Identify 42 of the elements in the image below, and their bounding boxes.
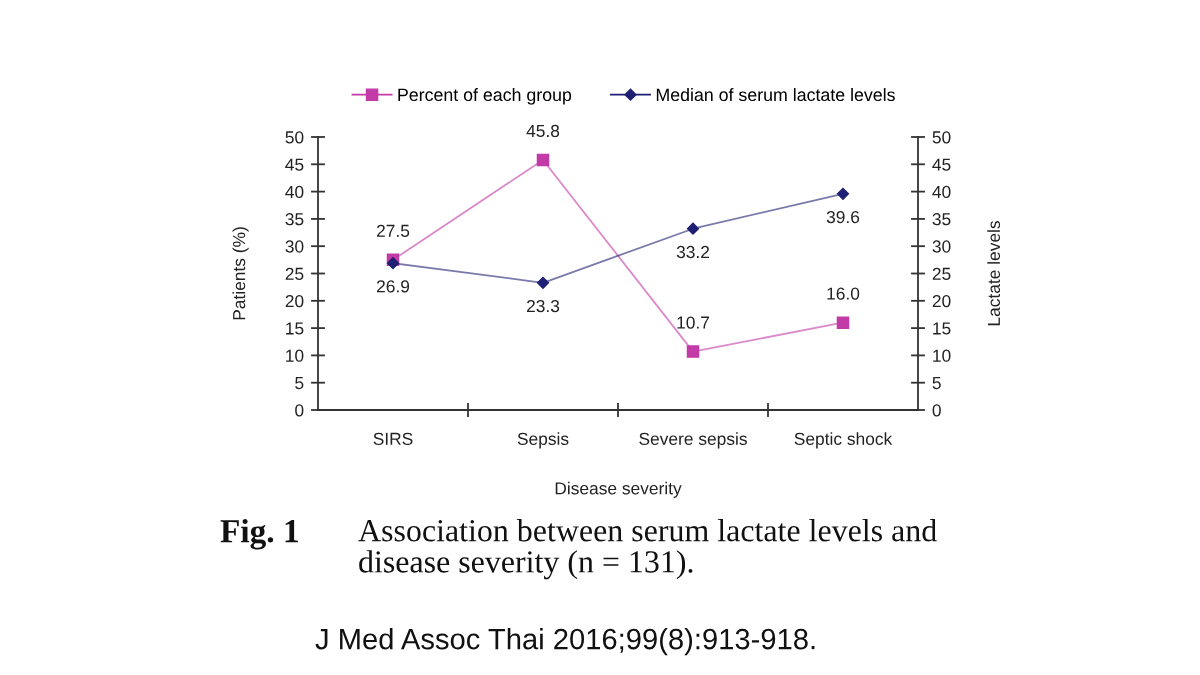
data-label: 26.9 xyxy=(376,280,410,293)
text: J Med Assoc Thai 2016;99(8):913-918. xyxy=(315,628,815,656)
y2-tick-label: 30 xyxy=(932,240,951,253)
y-tick-label: 15 xyxy=(286,322,304,335)
y-tick-label: 25 xyxy=(285,267,304,280)
y2-tick-label: 35 xyxy=(932,213,951,226)
data-label: 16.0 xyxy=(827,287,860,300)
y-tick-label: 0 xyxy=(295,404,304,417)
text: Association between serum lactate levels and disease severity (n = 131). xyxy=(358,519,937,580)
y-tick-label: 40 xyxy=(285,185,304,199)
y2-tick-label: 0 xyxy=(932,404,941,417)
y2-tick-label: 25 xyxy=(932,267,951,280)
y2-tick-label: 50 xyxy=(932,131,951,144)
legend-label: Percent of each group xyxy=(398,88,572,105)
y-tick-label: 35 xyxy=(285,213,304,226)
y2-axis-title: Lactate levels xyxy=(987,221,1001,326)
data-label: 39.6 xyxy=(826,210,860,224)
y-tick-label: 20 xyxy=(285,294,304,308)
x-tick-label: Sepsis xyxy=(517,432,569,449)
y-tick-label: 10 xyxy=(286,349,304,362)
x-tick-label: Severe sepsis xyxy=(639,432,747,449)
x-axis-title: Disease severity xyxy=(555,481,682,498)
y-tick-label: 5 xyxy=(295,377,304,390)
y2-tick-label: 45 xyxy=(932,158,951,171)
y2-tick-label: 40 xyxy=(932,185,951,199)
y-tick-label: 30 xyxy=(285,240,304,253)
legend-label: Median of serum lactate levels xyxy=(656,88,895,102)
y2-tick-label: 15 xyxy=(933,322,951,335)
data-label: 27.5 xyxy=(376,224,410,237)
y2-tick-label: 10 xyxy=(933,349,951,362)
y-tick-label: 50 xyxy=(285,131,304,144)
caption: Fig. 1 xyxy=(220,519,298,550)
x-tick-label: Septic shock xyxy=(794,432,893,449)
data-label: 33.2 xyxy=(676,245,710,259)
data-label: 23.3 xyxy=(526,299,560,313)
data-label: 45.8 xyxy=(526,124,560,138)
y2-tick-label: 5 xyxy=(932,377,941,390)
y2-tick-label: 20 xyxy=(932,294,951,308)
x-tick-label: SIRS xyxy=(373,432,413,445)
y-tick-label: 45 xyxy=(285,158,304,171)
y-axis-title: Patients (%) xyxy=(232,227,249,320)
data-label: 10.7 xyxy=(677,316,710,329)
